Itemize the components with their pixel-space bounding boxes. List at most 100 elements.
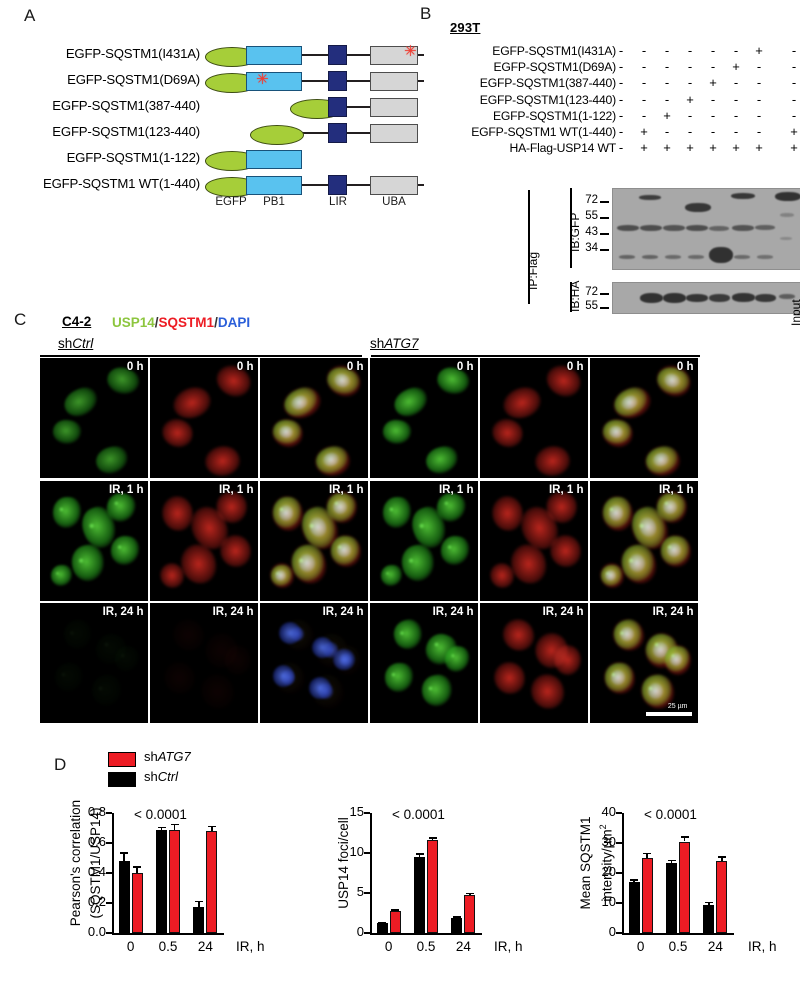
microscopy-image[interactable]: IR, 1 h xyxy=(150,480,258,601)
matrix-row-label: EGFP-SQSTM1 WT(1-440) xyxy=(471,125,616,139)
matrix-cell: - xyxy=(733,91,739,107)
matrix-cell: - xyxy=(618,91,624,107)
microscopy-image[interactable]: IR, 1 h xyxy=(370,480,478,601)
microscopy-image[interactable]: IR, 1 h xyxy=(260,480,368,601)
uba-domain-shape xyxy=(370,98,418,117)
microscopy-image[interactable]: IR, 24 h xyxy=(260,603,368,723)
microscopy-image[interactable]: IR, 1 h xyxy=(40,480,148,601)
y-tick xyxy=(364,892,370,894)
fluorescence-blob-green xyxy=(60,616,95,652)
error-bar-cap xyxy=(452,916,461,918)
x-tick-label: 0 xyxy=(636,939,645,954)
microscopy-image[interactable]: 0 h xyxy=(150,358,258,478)
microscopy-image[interactable]: IR, 24 h xyxy=(480,603,588,723)
microscopy-image[interactable]: IR, 24 h xyxy=(150,603,258,723)
matrix-cell: + xyxy=(663,107,671,123)
microscopy-image-grid: 0 h 0 h 0 h 0 h 0 h 0 h IR, 1 h IR, 1 h IR, 1 h I… xyxy=(40,358,700,732)
matrix-cell: - xyxy=(618,75,624,91)
domain-connector xyxy=(347,132,370,134)
blot-band xyxy=(686,294,708,302)
bar-shctrl-0p5 xyxy=(156,830,167,933)
fluorescence-blob-red xyxy=(159,563,185,589)
fluorescence-blob-green xyxy=(59,383,102,422)
blot-band xyxy=(639,195,661,200)
bar-shatg7-0p5 xyxy=(679,841,690,933)
microscopy-image[interactable]: 0 h xyxy=(590,358,698,478)
fluorescence-blob-green xyxy=(93,443,132,477)
y-tick xyxy=(616,872,622,874)
blot-image-ha xyxy=(612,282,800,314)
channel-color-key: USP14/SQSTM1/DAPI xyxy=(112,314,250,332)
construct-label: EGFP-SQSTM1(I431A) xyxy=(65,46,200,61)
ip-flag-bracket xyxy=(528,190,530,304)
matrix-cell: - xyxy=(791,75,797,91)
matrix-cell: + xyxy=(790,140,798,156)
blot-band xyxy=(619,255,635,259)
matrix-cell: + xyxy=(709,140,717,156)
matrix-row-label: HA-Flag-USP14 WT xyxy=(509,141,616,156)
mutation-star-icon: ✳ xyxy=(256,71,269,88)
error-bar-cap xyxy=(465,892,474,895)
microscopy-image[interactable]: 0 h xyxy=(260,358,368,478)
y-tick xyxy=(106,872,112,874)
microscopy-image[interactable]: IR, 24 h xyxy=(40,603,148,723)
matrix-cell: + xyxy=(686,140,694,156)
error-bar xyxy=(683,836,686,842)
fluorescence-blob-red xyxy=(489,563,515,589)
microscopy-image[interactable]: IR, 1 h xyxy=(480,480,588,601)
microscopy-image[interactable]: 0 h xyxy=(40,358,148,478)
matrix-cell: - xyxy=(710,43,716,58)
microscopy-image[interactable]: 0 h xyxy=(480,358,588,478)
lir-domain-shape xyxy=(328,123,347,143)
y-tick-label: 5 xyxy=(356,884,364,899)
fluorescence-blob-red xyxy=(163,661,196,695)
knockdown-group-labels: shCtrl shATG7 xyxy=(40,336,700,356)
mw-marker-dash xyxy=(600,249,609,251)
domain-connector xyxy=(302,184,328,186)
matrix-cell: - xyxy=(618,124,624,139)
group-label-ctrl: shCtrl xyxy=(58,336,94,351)
legend-swatch xyxy=(108,752,136,767)
blot-band xyxy=(663,293,686,303)
error-bar xyxy=(198,900,200,907)
uba-domain-shape xyxy=(370,72,418,91)
panel-b-letter: B xyxy=(420,4,432,23)
matrix-cell: - xyxy=(664,43,670,58)
fluorescence-blob-red xyxy=(531,441,574,478)
blot-band xyxy=(757,255,773,259)
y-tick xyxy=(364,812,370,814)
matrix-cell: - xyxy=(687,43,693,58)
microscopy-image[interactable]: IR, 1 h xyxy=(590,480,698,601)
domain-name-pb1: PB1 xyxy=(263,196,285,208)
timepoint-label: IR, 24 h xyxy=(542,606,584,618)
fluorescence-blob-red xyxy=(201,441,244,478)
y-axis xyxy=(622,813,624,933)
fluorescence-blob-red xyxy=(489,416,526,450)
microscopy-image[interactable]: IR, 24 h 25 µm xyxy=(590,603,698,723)
blot-band xyxy=(775,192,800,201)
matrix-row-label: EGFP-SQSTM1(123-440) xyxy=(479,92,616,107)
matrix-cell: - xyxy=(756,59,762,75)
x-tick-label: 0.5 xyxy=(158,939,178,954)
microscopy-image[interactable]: IR, 24 h xyxy=(370,603,478,723)
blot-band xyxy=(688,255,704,259)
error-bar-cap xyxy=(717,856,726,858)
cell-line-label-293t: 293T xyxy=(450,20,481,35)
timepoint-label: IR, 24 h xyxy=(102,606,144,618)
bar-shatg7-24 xyxy=(716,861,728,933)
y-tick-label: 0 xyxy=(356,924,364,939)
y-tick-label: 0.0 xyxy=(87,924,106,939)
fluorescence-blob-green xyxy=(69,542,108,584)
mw-marker-dash xyxy=(600,201,609,203)
microscopy-image[interactable]: 0 h xyxy=(370,358,478,478)
channel-dapi: DAPI xyxy=(217,315,251,330)
x-tick-label: 0.5 xyxy=(416,939,436,954)
matrix-cell: - xyxy=(756,91,762,107)
error-bar-cap xyxy=(667,859,676,862)
y-axis-title: Mean SQSTM1 xyxy=(578,816,593,910)
blot-band xyxy=(617,225,639,231)
y-tick-label: 0.4 xyxy=(87,864,106,879)
timepoint-label: IR, 1 h xyxy=(218,483,254,496)
matrix-cell: - xyxy=(791,107,797,123)
fluorescence-blob-blue xyxy=(272,665,295,687)
